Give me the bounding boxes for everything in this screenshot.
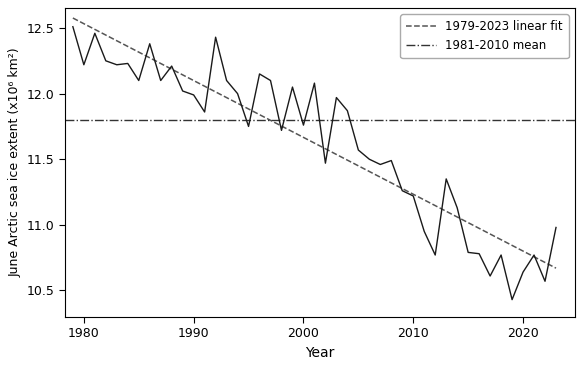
Legend: 1979-2023 linear fit, 1981-2010 mean: 1979-2023 linear fit, 1981-2010 mean [401, 14, 569, 58]
Y-axis label: June Arctic sea ice extent (x10⁶ km²): June Arctic sea ice extent (x10⁶ km²) [8, 48, 22, 277]
X-axis label: Year: Year [305, 346, 335, 360]
